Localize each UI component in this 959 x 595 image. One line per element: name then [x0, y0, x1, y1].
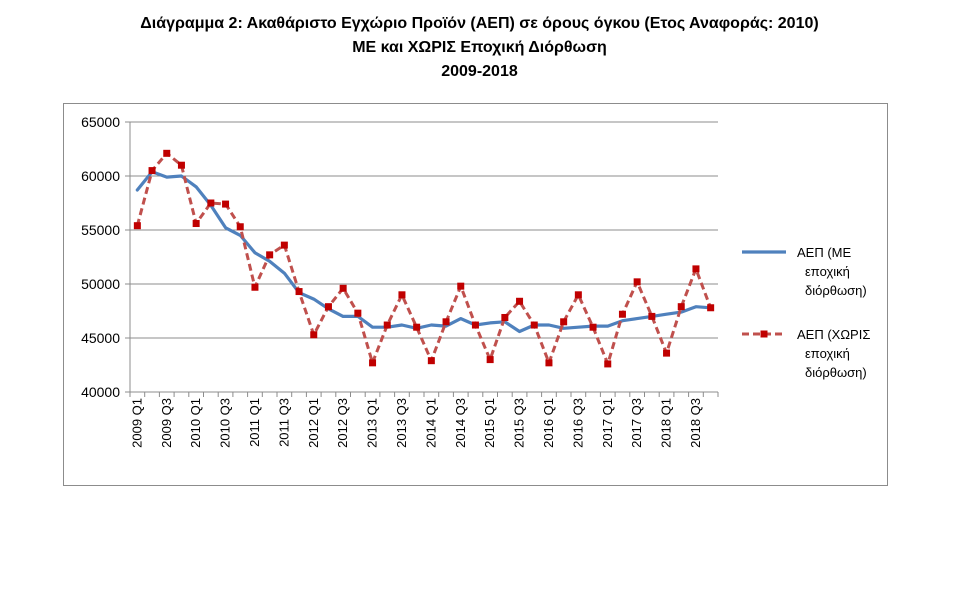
x-tick-label: 2015 Q1	[482, 398, 497, 448]
data-point-not-adjusted	[383, 321, 391, 329]
data-point-not-adjusted	[648, 312, 656, 320]
chart-title-line-2: ΜΕ και ΧΩΡΙΣ Εποχική Διόρθωση	[352, 39, 607, 56]
x-tick-label: 2010 Q3	[218, 398, 233, 448]
data-point-not-adjusted	[236, 223, 244, 231]
x-tick-label: 2013 Q3	[394, 398, 409, 448]
x-tick-label: 2011 Q1	[247, 398, 262, 447]
data-point-not-adjusted	[413, 323, 421, 331]
x-tick-label: 2012 Q3	[335, 398, 350, 448]
legend-marker-not-adjusted	[760, 330, 768, 338]
data-point-not-adjusted	[530, 321, 538, 329]
data-point-not-adjusted	[369, 359, 377, 367]
data-point-not-adjusted	[148, 167, 156, 175]
x-tick-label: 2014 Q3	[453, 398, 468, 448]
data-point-not-adjusted	[545, 359, 553, 367]
data-point-not-adjusted	[295, 288, 303, 296]
data-point-not-adjusted	[310, 331, 318, 339]
legend-label-seasonally-adjusted: ΑΕΠ (ΜΕ	[797, 245, 852, 260]
data-point-not-adjusted	[354, 309, 362, 317]
data-point-not-adjusted	[133, 222, 141, 230]
x-tick-label: 2013 Q1	[365, 398, 380, 448]
data-point-not-adjusted	[692, 265, 700, 273]
y-tick-label: 40000	[81, 384, 120, 400]
x-tick-label: 2010 Q1	[188, 398, 203, 448]
data-point-not-adjusted	[266, 251, 274, 259]
y-tick-label: 50000	[81, 276, 120, 292]
series-line-not-adjusted	[135, 151, 713, 366]
series-line-seasonally-adjusted	[135, 170, 713, 334]
grid-lines	[130, 121, 718, 339]
chart-frame	[63, 103, 888, 486]
legend-label-seasonally-adjusted: διόρθωση)	[805, 283, 867, 298]
data-point-not-adjusted	[707, 304, 715, 312]
data-point-not-adjusted	[471, 321, 479, 329]
x-tick-label: 2016 Q1	[541, 398, 556, 448]
x-tick-labels: 2009 Q1 2009 Q3 2010 Q1 2010 Q3 2011 Q1 2011 …	[129, 398, 703, 448]
x-tick-label: 2018 Q3	[688, 398, 703, 448]
legend: ΑΕΠ (ΜΕ εποχική διόρθωση) ΑΕΠ (ΧΩΡΙΣ εποχική…	[742, 245, 870, 380]
y-tick-label: 45000	[81, 330, 120, 346]
legend-label-not-adjusted: εποχική	[805, 346, 850, 361]
y-tick-label: 60000	[81, 168, 120, 184]
series	[133, 149, 715, 368]
y-tick-labels: 40000 45000 50000 55000 60000 65000	[81, 114, 120, 400]
data-point-not-adjusted	[633, 278, 641, 286]
data-point-not-adjusted	[442, 318, 450, 326]
chart-title-line-3: 2009-2018	[441, 63, 518, 80]
data-point-not-adjusted	[192, 220, 200, 228]
data-point-not-adjusted	[618, 310, 626, 318]
x-tick-label: 2012 Q1	[306, 398, 321, 448]
data-point-not-adjusted	[324, 303, 332, 311]
data-point-not-adjusted	[574, 291, 582, 299]
chart-title-line-1: Διάγραμμα 2: Ακαθάριστο Εγχώριο Προϊόν (…	[140, 15, 819, 32]
data-point-not-adjusted	[427, 357, 435, 365]
data-point-not-adjusted	[516, 297, 524, 305]
data-point-not-adjusted	[560, 318, 568, 326]
x-tick-label: 2011 Q3	[276, 398, 291, 447]
data-point-not-adjusted	[251, 283, 259, 291]
y-tick-label: 65000	[81, 114, 120, 130]
data-point-not-adjusted	[207, 199, 215, 207]
data-point-not-adjusted	[280, 241, 288, 249]
data-point-not-adjusted	[604, 360, 612, 368]
data-point-not-adjusted	[589, 323, 597, 331]
legend-label-seasonally-adjusted: εποχική	[805, 264, 850, 279]
x-tick-label: 2017 Q1	[600, 398, 615, 448]
data-point-not-adjusted	[163, 149, 171, 157]
data-point-not-adjusted	[486, 356, 494, 364]
data-point-not-adjusted	[177, 161, 185, 169]
x-tick-label: 2017 Q3	[629, 398, 644, 448]
data-point-not-adjusted	[222, 200, 230, 208]
x-tick-label: 2015 Q3	[512, 398, 527, 448]
axes	[125, 121, 719, 397]
x-tick-label: 2009 Q1	[129, 398, 144, 448]
chart-title: Διάγραμμα 2: Ακαθάριστο Εγχώριο Προϊόν (…	[0, 12, 959, 84]
x-tick-label: 2009 Q3	[159, 398, 174, 448]
data-point-not-adjusted	[339, 284, 347, 292]
data-point-not-adjusted	[501, 313, 509, 321]
legend-label-not-adjusted: ΑΕΠ (ΧΩΡΙΣ	[797, 327, 870, 342]
data-point-not-adjusted	[663, 349, 671, 357]
data-point-not-adjusted	[398, 291, 406, 299]
x-tick-label: 2016 Q3	[570, 398, 585, 448]
data-point-not-adjusted	[677, 303, 685, 311]
data-point-not-adjusted	[457, 282, 465, 290]
x-tick-label: 2014 Q1	[423, 398, 438, 448]
y-tick-label: 55000	[81, 222, 120, 238]
legend-label-not-adjusted: διόρθωση)	[805, 365, 867, 380]
x-tick-label: 2018 Q1	[659, 398, 674, 448]
